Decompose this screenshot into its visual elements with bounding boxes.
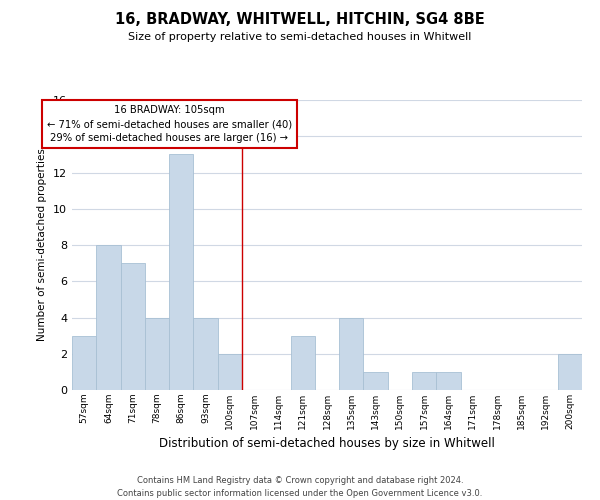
Bar [218, 354, 242, 390]
Text: Contains HM Land Registry data © Crown copyright and database right 2024.: Contains HM Land Registry data © Crown c… [137, 476, 463, 485]
Bar [72, 336, 96, 390]
Bar [339, 318, 364, 390]
Bar [145, 318, 169, 390]
Bar [96, 245, 121, 390]
X-axis label: Distribution of semi-detached houses by size in Whitwell: Distribution of semi-detached houses by … [159, 438, 495, 450]
Bar [364, 372, 388, 390]
Y-axis label: Number of semi-detached properties: Number of semi-detached properties [37, 148, 47, 342]
Text: 16 BRADWAY: 105sqm
← 71% of semi-detached houses are smaller (40)
29% of semi-de: 16 BRADWAY: 105sqm ← 71% of semi-detache… [47, 106, 292, 144]
Bar [412, 372, 436, 390]
Bar [290, 336, 315, 390]
Bar [169, 154, 193, 390]
Bar [436, 372, 461, 390]
Bar [558, 354, 582, 390]
Text: 16, BRADWAY, WHITWELL, HITCHIN, SG4 8BE: 16, BRADWAY, WHITWELL, HITCHIN, SG4 8BE [115, 12, 485, 28]
Bar [193, 318, 218, 390]
Text: Size of property relative to semi-detached houses in Whitwell: Size of property relative to semi-detach… [128, 32, 472, 42]
Bar [121, 263, 145, 390]
Text: Contains public sector information licensed under the Open Government Licence v3: Contains public sector information licen… [118, 489, 482, 498]
